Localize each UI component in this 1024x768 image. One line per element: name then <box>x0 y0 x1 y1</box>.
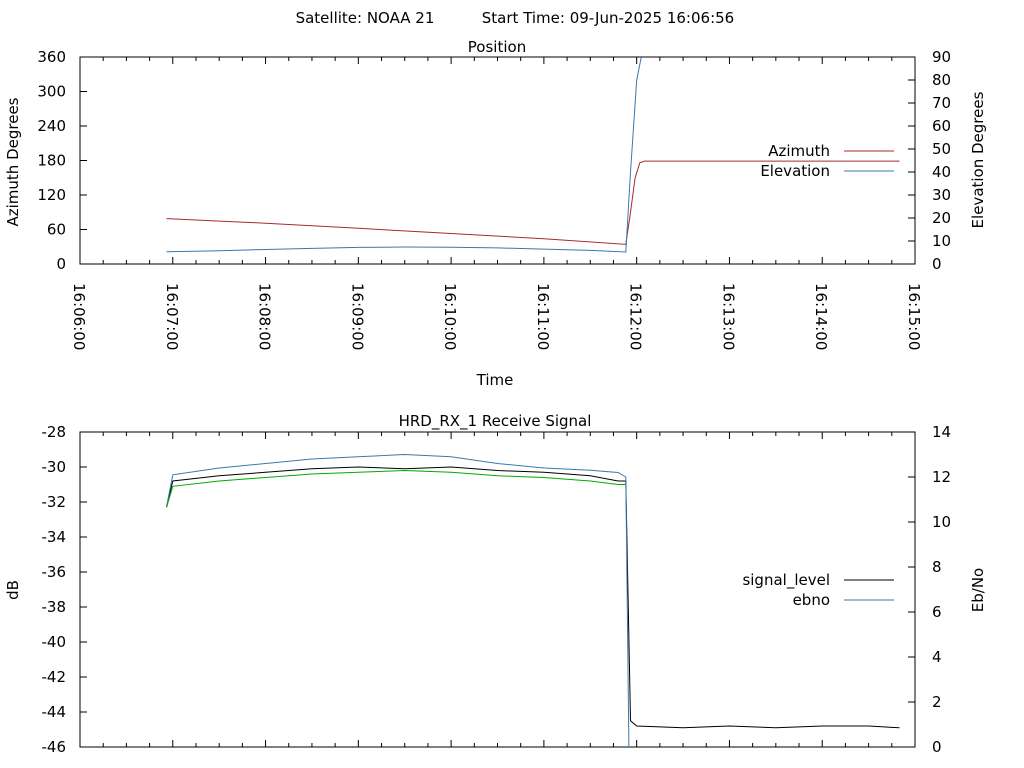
y-tick-label: -42 <box>42 668 67 686</box>
x-tick-label: 16:10:00 <box>441 283 459 350</box>
position-y2-axis-label: Elevation Degrees <box>969 91 987 228</box>
y-tick-label: 240 <box>37 117 66 135</box>
legend-label: ebno <box>793 591 830 609</box>
y2-tick-label: 8 <box>932 558 942 576</box>
x-tick-label: 16:06:00 <box>70 283 88 350</box>
y-tick-label: -32 <box>42 493 67 511</box>
y2-tick-label: 40 <box>932 163 951 181</box>
y-tick-label: -28 <box>42 423 67 441</box>
y-tick-label: 0 <box>56 255 66 273</box>
legend-label: Azimuth <box>768 142 830 160</box>
y2-tick-label: 30 <box>932 186 951 204</box>
y2-tick-label: 10 <box>932 513 951 531</box>
y-tick-label: -34 <box>42 528 67 546</box>
y-tick-label: -36 <box>42 563 67 581</box>
y-tick-label: -44 <box>42 703 67 721</box>
receive-signal-y-axis-label: dB <box>4 580 22 600</box>
position-plot-frame <box>79 56 916 265</box>
receive-signal-plot-frame <box>79 431 916 748</box>
y-tick-label: -38 <box>42 598 67 616</box>
y2-tick-label: 60 <box>932 117 951 135</box>
satellite-label: Satellite: NOAA 21 <box>296 9 435 27</box>
position-x-axis-label: Time <box>476 371 514 389</box>
x-tick-label: 16:09:00 <box>348 283 366 350</box>
y2-tick-label: 20 <box>932 209 951 227</box>
receive-signal-chart: HRD_RX_1 Receive Signal dB Eb/No -28 -30 -… <box>4 412 987 756</box>
y-tick-label: -30 <box>42 458 67 476</box>
y-tick-label: 180 <box>37 152 66 170</box>
series-line-elevation <box>166 57 642 253</box>
x-tick-label: 16:13:00 <box>719 283 737 350</box>
legend-label: Elevation <box>760 162 830 180</box>
x-tick-label: 16:11:00 <box>534 283 552 350</box>
y2-tick-label: 10 <box>932 232 951 250</box>
x-tick-label: 16:07:00 <box>163 283 181 350</box>
y2-tick-label: 50 <box>932 140 951 158</box>
x-tick-label: 16:08:00 <box>256 283 274 350</box>
position-chart: Position Time Azimuth Degrees Elevation … <box>4 38 987 389</box>
start-time-label: Start Time: 09-Jun-2025 16:06:56 <box>482 9 734 27</box>
position-y-axis-label: Azimuth Degrees <box>4 97 22 226</box>
x-tick-label: 16:15:00 <box>905 283 923 350</box>
y-tick-label: 360 <box>37 48 66 66</box>
series-line-ebno <box>166 453 630 747</box>
x-tick-label: 16:14:00 <box>812 283 830 350</box>
receive-signal-chart-title: HRD_RX_1 Receive Signal <box>399 412 592 431</box>
y2-tick-label: 12 <box>932 468 951 486</box>
y-tick-label: -46 <box>42 738 67 756</box>
y-tick-label: -40 <box>42 633 67 651</box>
y2-tick-label: 80 <box>932 71 951 89</box>
position-chart-title: Position <box>468 38 526 56</box>
series-line-unnamed-2 <box>166 469 626 508</box>
y2-tick-label: 90 <box>932 48 951 66</box>
y2-tick-label: 0 <box>932 738 942 756</box>
y2-tick-label: 4 <box>932 648 942 666</box>
y-tick-label: 300 <box>37 83 66 101</box>
legend-label: signal_level <box>742 571 830 590</box>
y2-tick-label: 14 <box>932 423 951 441</box>
y2-tick-label: 6 <box>932 603 942 621</box>
y-tick-label: 120 <box>37 186 66 204</box>
y2-tick-label: 0 <box>932 255 942 273</box>
receive-signal-y2-axis-label: Eb/No <box>969 568 987 612</box>
series-line-azimuth <box>166 160 900 245</box>
y2-tick-label: 70 <box>932 94 951 112</box>
y-tick-label: 60 <box>47 221 66 239</box>
x-tick-label: 16:12:00 <box>627 283 645 350</box>
y2-tick-label: 2 <box>932 693 942 711</box>
series-line-signal-level <box>166 466 900 729</box>
